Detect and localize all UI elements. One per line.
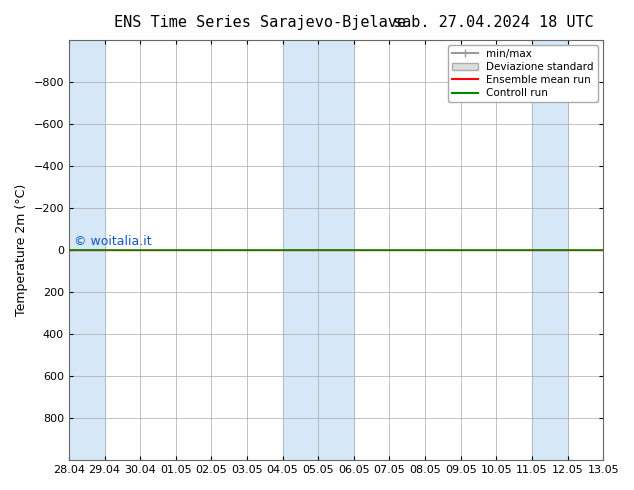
Text: sab. 27.04.2024 18 UTC: sab. 27.04.2024 18 UTC	[393, 15, 594, 30]
Text: ENS Time Series Sarajevo-Bjelave: ENS Time Series Sarajevo-Bjelave	[114, 15, 406, 30]
Bar	[283, 40, 318, 460]
Text: © woitalia.it: © woitalia.it	[74, 235, 152, 248]
Legend: min/max, Deviazione standard, Ensemble mean run, Controll run: min/max, Deviazione standard, Ensemble m…	[448, 45, 598, 102]
Y-axis label: Temperature 2m (°C): Temperature 2m (°C)	[15, 184, 28, 316]
Bar	[69, 40, 105, 460]
Bar	[318, 40, 354, 460]
Bar	[532, 40, 567, 460]
